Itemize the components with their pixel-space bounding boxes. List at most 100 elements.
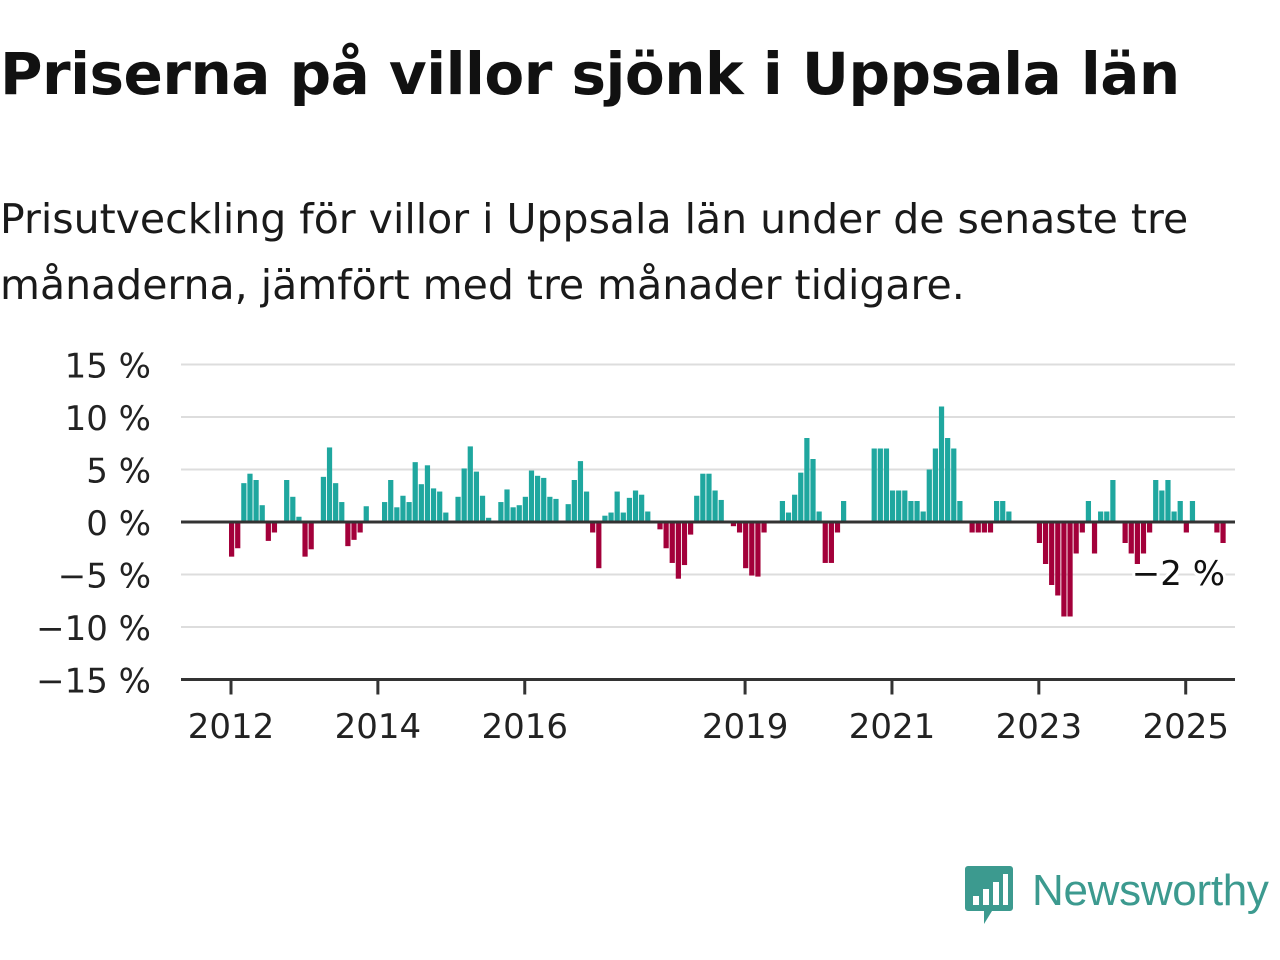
bar [761, 522, 767, 533]
bar [639, 494, 645, 522]
bar [265, 522, 271, 541]
bar [577, 461, 584, 522]
bar [522, 496, 528, 522]
bar [1073, 522, 1079, 554]
bar [602, 515, 608, 522]
bar [914, 501, 920, 522]
bar [1183, 522, 1189, 533]
x-tick-label: 2014 [335, 707, 422, 747]
bar [669, 522, 675, 563]
bar [804, 438, 810, 522]
bar [706, 473, 712, 522]
bar [388, 480, 394, 522]
bar [339, 502, 345, 522]
bar [645, 511, 651, 522]
bar [235, 522, 241, 549]
brand-name: Newsworthy [1032, 866, 1269, 915]
bar [259, 505, 265, 522]
bar [675, 522, 681, 579]
bar [516, 505, 522, 522]
bar [467, 446, 473, 522]
bar [290, 496, 296, 522]
bar [308, 522, 314, 550]
x-tick-label: 2021 [849, 707, 936, 747]
bar [730, 522, 737, 527]
bar [743, 522, 749, 569]
bar [486, 517, 492, 522]
y-tick-label: −10 % [36, 609, 151, 649]
bar [418, 484, 424, 522]
bar [241, 483, 247, 522]
bar [1036, 522, 1043, 543]
bar [798, 472, 804, 522]
bar [479, 495, 486, 522]
bar [583, 491, 590, 522]
bar [406, 502, 412, 522]
bar [302, 522, 308, 557]
bar [382, 502, 388, 522]
bar [1055, 522, 1061, 596]
bar [333, 483, 339, 522]
axes [181, 520, 1235, 695]
bar [871, 448, 877, 522]
bar [1104, 511, 1110, 522]
bar [810, 459, 816, 522]
bar [681, 522, 688, 566]
bar [400, 495, 406, 522]
bar [510, 507, 516, 522]
bar [718, 499, 724, 522]
bar [571, 480, 577, 522]
bar [1134, 522, 1140, 564]
bar [792, 494, 798, 522]
y-tick-label: 10 % [65, 399, 151, 439]
bar [785, 512, 792, 522]
y-tick-label: −15 % [36, 662, 151, 702]
bar [326, 447, 333, 522]
bar [229, 522, 235, 557]
bar [1110, 480, 1116, 522]
bar [688, 522, 694, 535]
x-tick-label: 2016 [481, 707, 568, 747]
bar [1079, 522, 1085, 533]
x-tick-label: 2012 [188, 707, 275, 747]
bar [779, 501, 786, 522]
bar [320, 476, 327, 522]
bar [626, 497, 633, 522]
bar [755, 522, 761, 577]
chart-title: Priserna på villor sjönk i Uppsala län [0, 40, 1180, 108]
bar [1091, 522, 1098, 554]
bar [969, 522, 975, 533]
bar [663, 522, 669, 549]
bar [877, 448, 883, 522]
bar [1006, 511, 1012, 522]
bar [1140, 522, 1147, 554]
bar [1049, 522, 1055, 585]
x-tick-label: 2019 [702, 707, 789, 747]
y-tick-label: −5 % [58, 557, 151, 597]
bar [528, 470, 535, 522]
bar [932, 448, 939, 522]
bar [565, 504, 571, 522]
bar [816, 511, 822, 522]
bar [473, 471, 480, 522]
bar [357, 522, 363, 533]
x-tick-label: 2025 [1142, 707, 1229, 747]
bar [975, 522, 981, 533]
bar [412, 462, 418, 522]
bar [1177, 501, 1183, 522]
y-tick-label: 15 % [65, 347, 151, 387]
y-tick-label: 5 % [86, 452, 151, 492]
bar [1165, 480, 1171, 522]
bar [535, 475, 541, 522]
bar [284, 480, 290, 522]
newsworthy-logo-icon [965, 866, 1013, 924]
bar [1153, 480, 1159, 522]
bar [694, 495, 700, 522]
brand: Newsworthy [964, 864, 1269, 926]
bar [253, 480, 259, 522]
bar [1147, 522, 1153, 533]
bar [504, 489, 510, 522]
bar [363, 506, 369, 522]
bar [1042, 522, 1049, 564]
